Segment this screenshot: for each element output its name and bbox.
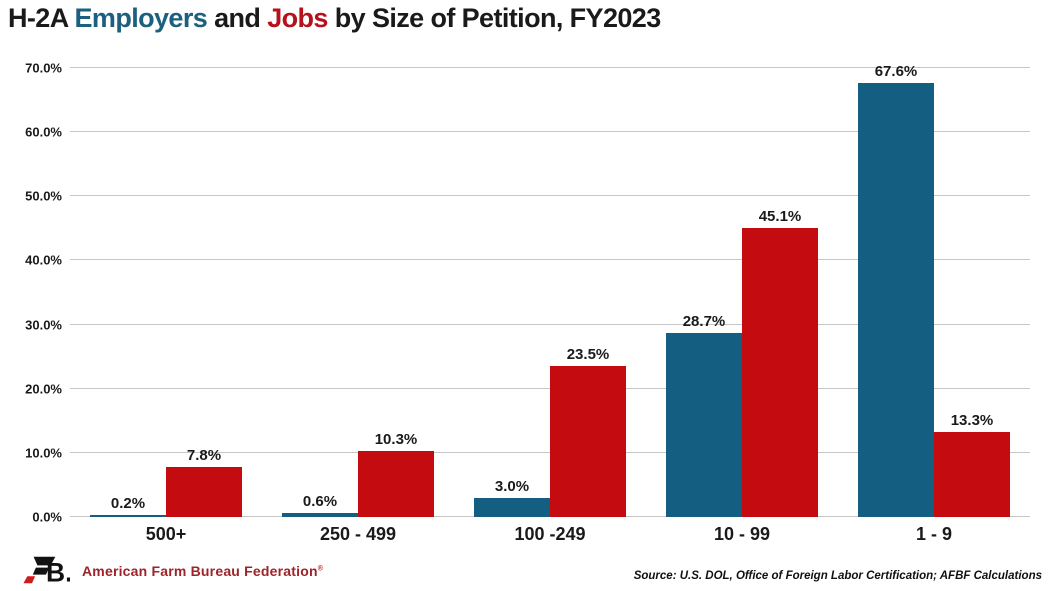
bar-value-label: 0.6% [302,493,338,511]
gridline [70,259,1030,261]
bar-value-label: 10.3% [374,430,418,448]
y-axis-tick-label: 0.0% [32,509,62,525]
bar-wrap: 3.0% [474,68,550,517]
bar-group-1-9: 67.6% 13.3% [838,63,1030,517]
bar-wrap: 67.6% [858,63,934,517]
title-part-jobs: Jobs [267,3,328,33]
bar-value-label: 45.1% [758,207,802,225]
plot-area: 0.2% 7.8% 0.6% 10.3% 3.0% 23.5% 28.7% 45.1% 67.6… [70,63,1030,517]
y-axis-tick-label: 30.0% [25,317,62,333]
y-axis-tick-label: 40.0% [25,252,62,268]
bar-group-250-499: 0.6% 10.3% [262,68,454,517]
brand-text: American Farm Bureau Federation® [82,563,324,579]
bar-jobs-250-499 [358,450,434,517]
bar-value-label: 67.6% [874,63,918,81]
registered-mark: ® [317,565,324,573]
x-axis-label: 500+ [145,524,187,544]
x-axis-labels: 500+ 250 - 499 100 -249 10 - 99 1 - 9 [70,524,1030,545]
y-axis-tick-label: 60.0% [25,124,62,140]
bar-group-500+: 0.2% 7.8% [70,68,262,517]
bar-wrap: 13.3% [934,68,1010,517]
gridline [70,131,1030,133]
title-part-rest: by Size of Petition, FY2023 [327,3,662,33]
bar-value-label: 23.5% [566,346,610,364]
y-axis-tick-label: 10.0% [25,445,62,461]
bar-wrap: 28.7% [666,68,742,517]
bar-wrap: 45.1% [742,68,818,517]
bar-jobs-1-9 [934,431,1010,517]
bar-employers-10-99 [666,332,742,517]
source-note: Source: U.S. DOL, Office of Foreign Labo… [633,570,1042,582]
chart-title: H-2A Employers and Jobs by Size of Petit… [8,3,661,34]
title-part-employers: Employers [74,3,208,33]
bar-wrap: 10.3% [358,68,434,517]
bar-wrap: 0.6% [282,68,358,517]
bar-value-label: 7.8% [186,446,222,464]
bar-value-label: 3.0% [494,477,530,495]
bar-wrap: 23.5% [550,68,626,517]
x-axis-label: 1 - 9 [915,524,953,544]
bar-group-10-99: 28.7% 45.1% [646,68,838,517]
x-axis-label: 250 - 499 [319,524,397,544]
title-part-and: and [207,3,268,33]
bar-employers-100-249 [474,497,550,517]
bar-series-container: 0.2% 7.8% 0.6% 10.3% 3.0% 23.5% 28.7% 45.1% 67.6… [70,63,1030,517]
svg-text:B.: B. [46,558,70,584]
y-axis: 0.0% 10.0% 20.0% 30.0% 40.0% 50.0% 60.0% 70.0% [0,61,62,525]
gridline [70,195,1030,197]
bar-group-100-249: 3.0% 23.5% [454,68,646,517]
bar-jobs-10-99 [742,227,818,517]
x-axis-label: 100 -249 [514,524,586,544]
bar-employers-250-499 [282,513,358,517]
bar-employers-500+ [90,515,166,517]
gridline [70,67,1030,68]
bar-wrap: 7.8% [166,68,242,517]
bar-value-label: 28.7% [682,312,726,330]
bar-jobs-100-249 [550,366,626,517]
bar-employers-1-9 [858,83,934,517]
title-part-h2a: H-2A [8,3,75,33]
y-axis-tick-label: 20.0% [25,381,62,397]
x-axis-label: 10 - 99 [713,524,771,544]
bar-jobs-500+ [166,466,242,517]
afbf-logo-icon: B. [23,556,70,584]
bar-wrap: 0.2% [90,68,166,517]
y-axis-tick-label: 50.0% [25,188,62,204]
bar-value-label: 0.2% [110,495,146,512]
y-axis-tick-label: 70.0% [25,60,62,76]
bar-value-label: 13.3% [950,411,994,429]
gridline [70,323,1030,325]
